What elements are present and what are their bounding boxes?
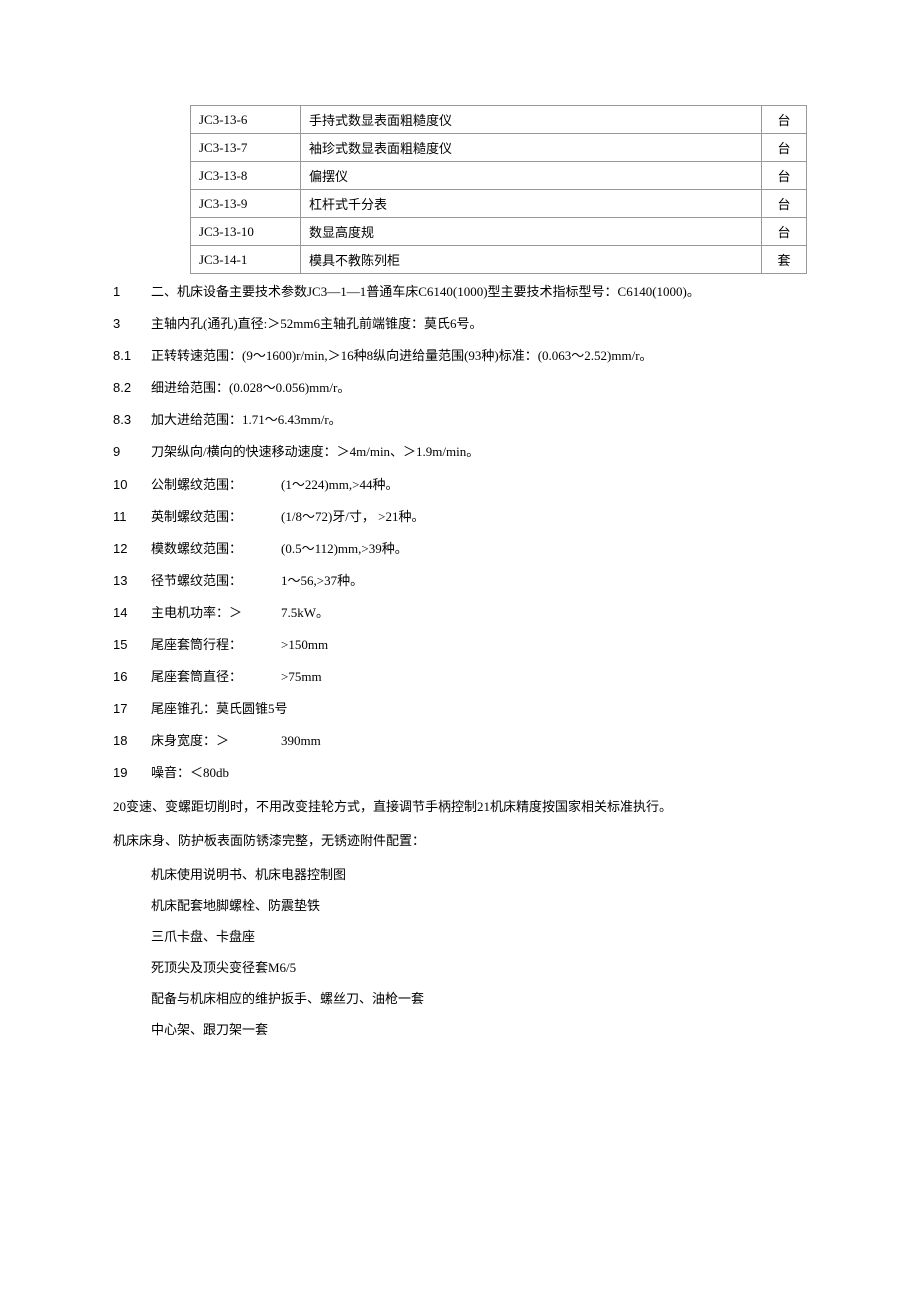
spec-label: 主电机功率：＞ bbox=[151, 602, 281, 624]
spec-number: 9 bbox=[113, 441, 151, 463]
equipment-name: 袖珍式数显表面粗糙度仪 bbox=[301, 134, 762, 162]
spec-number: 8.1 bbox=[113, 345, 151, 367]
equipment-table: JC3-13-6手持式数显表面粗糙度仪台JC3-13-7袖珍式数显表面粗糙度仪台… bbox=[190, 105, 807, 274]
spec-value: 390mm bbox=[281, 730, 321, 752]
attachment-header: 机床床身、防护板表面防锈漆完整，无锈迹附件配置： bbox=[113, 829, 860, 854]
equipment-name: 手持式数显表面粗糙度仪 bbox=[301, 106, 762, 134]
spec-text: 细进给范围：(0.028〜0.056)mm/r。 bbox=[151, 377, 350, 399]
attachment-item: 中心架、跟刀架一套 bbox=[151, 1019, 860, 1041]
attachment-item: 机床使用说明书、机床电器控制图 bbox=[151, 864, 860, 886]
equipment-unit: 套 bbox=[762, 246, 807, 274]
simple-spec-line: 19噪音：＜80db bbox=[113, 762, 860, 784]
equipment-code: JC3-13-8 bbox=[191, 162, 301, 190]
spec-label: 模数螺纹范围： bbox=[151, 538, 281, 560]
spec-line: 8.2细进给范围：(0.028〜0.056)mm/r。 bbox=[113, 377, 860, 399]
spec-value: (0.5〜112)mm,>39种。 bbox=[281, 538, 408, 560]
spec-value: (1〜224)mm,>44种。 bbox=[281, 474, 398, 496]
spec-number: 14 bbox=[113, 602, 151, 624]
spec-label: 英制螺纹范围： bbox=[151, 506, 281, 528]
content-section: 1二、机床设备主要技术参数JC3—1—1普通车床C6140(1000)型主要技术… bbox=[113, 281, 860, 1041]
equipment-table-container: JC3-13-6手持式数显表面粗糙度仪台JC3-13-7袖珍式数显表面粗糙度仪台… bbox=[190, 105, 807, 274]
equipment-code: JC3-14-1 bbox=[191, 246, 301, 274]
spec-value: >150mm bbox=[281, 634, 328, 656]
equipment-name: 数显高度规 bbox=[301, 218, 762, 246]
spec-number: 19 bbox=[113, 762, 151, 784]
spec-number: 16 bbox=[113, 666, 151, 688]
equipment-unit: 台 bbox=[762, 134, 807, 162]
simple-spec-line: 17尾座锥孔：莫氏圆锥5号 bbox=[113, 698, 860, 720]
attachment-item: 三爪卡盘、卡盘座 bbox=[151, 926, 860, 948]
table-row: JC3-13-9杠杆式千分表台 bbox=[191, 190, 807, 218]
thread-spec-line: 12模数螺纹范围：(0.5〜112)mm,>39种。 bbox=[113, 538, 860, 560]
spec-value: 1〜56,>37种。 bbox=[281, 570, 363, 592]
spec-label: 尾座锥孔：莫氏圆锥5号 bbox=[151, 698, 288, 720]
spec-value: >75mm bbox=[281, 666, 322, 688]
table-row: JC3-13-8偏摆仪台 bbox=[191, 162, 807, 190]
spec-text: 主轴内孔(通孔)直径:＞52mm6主轴孔前端锥度：莫氏6号。 bbox=[151, 313, 483, 335]
thread-spec-line: 11英制螺纹范围：(1/8〜72)牙/寸， >21种。 bbox=[113, 506, 860, 528]
simple-spec-line: 15尾座套筒行程：>150mm bbox=[113, 634, 860, 656]
simple-spec-line: 14主电机功率：＞7.5kW。 bbox=[113, 602, 860, 624]
spec-line: 1二、机床设备主要技术参数JC3—1—1普通车床C6140(1000)型主要技术… bbox=[113, 281, 860, 303]
spec-text: 二、机床设备主要技术参数JC3—1—1普通车床C6140(1000)型主要技术指… bbox=[151, 281, 700, 303]
thread-spec-line: 13径节螺纹范围：1〜56,>37种。 bbox=[113, 570, 860, 592]
spec-number: 8.2 bbox=[113, 377, 151, 399]
thread-spec-line: 10公制螺纹范围：(1〜224)mm,>44种。 bbox=[113, 474, 860, 496]
spec-number: 18 bbox=[113, 730, 151, 752]
paragraph-20: 20变速、变螺距切削时，不用改变挂轮方式，直接调节手柄控制21机床精度按国家相关… bbox=[113, 795, 860, 820]
spec-value: (1/8〜72)牙/寸， >21种。 bbox=[281, 506, 424, 528]
spec-number: 1 bbox=[113, 281, 151, 303]
equipment-code: JC3-13-9 bbox=[191, 190, 301, 218]
spec-line: 3主轴内孔(通孔)直径:＞52mm6主轴孔前端锥度：莫氏6号。 bbox=[113, 313, 860, 335]
table-row: JC3-13-7袖珍式数显表面粗糙度仪台 bbox=[191, 134, 807, 162]
spec-number: 8.3 bbox=[113, 409, 151, 431]
spec-label: 径节螺纹范围： bbox=[151, 570, 281, 592]
spec-text: 刀架纵向/横向的快速移动速度：＞4m/min、＞1.9m/min。 bbox=[151, 441, 479, 463]
spec-number: 15 bbox=[113, 634, 151, 656]
equipment-unit: 台 bbox=[762, 218, 807, 246]
spec-line: 8.1正转转速范围：(9〜1600)r/min,＞16种8纵向进给量范围(93种… bbox=[113, 345, 860, 367]
spec-number: 10 bbox=[113, 474, 151, 496]
equipment-code: JC3-13-10 bbox=[191, 218, 301, 246]
table-row: JC3-14-1模具不教陈列柜套 bbox=[191, 246, 807, 274]
equipment-name: 杠杆式千分表 bbox=[301, 190, 762, 218]
equipment-unit: 台 bbox=[762, 106, 807, 134]
spec-value: 7.5kW。 bbox=[281, 602, 329, 624]
spec-text: 加大进给范围：1.71〜6.43mm/r。 bbox=[151, 409, 342, 431]
spec-number: 12 bbox=[113, 538, 151, 560]
spec-label: 尾座套筒直径： bbox=[151, 666, 281, 688]
spec-number: 3 bbox=[113, 313, 151, 335]
equipment-unit: 台 bbox=[762, 162, 807, 190]
simple-spec-line: 16尾座套筒直径：>75mm bbox=[113, 666, 860, 688]
spec-label: 尾座套筒行程： bbox=[151, 634, 281, 656]
attachment-item: 机床配套地脚螺栓、防震垫铁 bbox=[151, 895, 860, 917]
spec-line: 8.3加大进给范围：1.71〜6.43mm/r。 bbox=[113, 409, 860, 431]
spec-label: 床身宽度：＞ bbox=[151, 730, 281, 752]
table-row: JC3-13-6手持式数显表面粗糙度仪台 bbox=[191, 106, 807, 134]
attachment-item: 死顶尖及顶尖变径套M6/5 bbox=[151, 957, 860, 979]
equipment-name: 模具不教陈列柜 bbox=[301, 246, 762, 274]
equipment-name: 偏摆仪 bbox=[301, 162, 762, 190]
spec-number: 13 bbox=[113, 570, 151, 592]
equipment-code: JC3-13-6 bbox=[191, 106, 301, 134]
table-row: JC3-13-10数显高度规台 bbox=[191, 218, 807, 246]
equipment-unit: 台 bbox=[762, 190, 807, 218]
spec-label: 公制螺纹范围： bbox=[151, 474, 281, 496]
equipment-code: JC3-13-7 bbox=[191, 134, 301, 162]
spec-number: 17 bbox=[113, 698, 151, 720]
spec-label: 噪音：＜80db bbox=[151, 762, 281, 784]
spec-line: 9刀架纵向/横向的快速移动速度：＞4m/min、＞1.9m/min。 bbox=[113, 441, 860, 463]
spec-text: 正转转速范围：(9〜1600)r/min,＞16种8纵向进给量范围(93种)标准… bbox=[151, 345, 653, 367]
spec-number: 11 bbox=[113, 506, 151, 528]
simple-spec-line: 18床身宽度：＞390mm bbox=[113, 730, 860, 752]
attachment-item: 配备与机床相应的维护扳手、螺丝刀、油枪一套 bbox=[151, 988, 860, 1010]
